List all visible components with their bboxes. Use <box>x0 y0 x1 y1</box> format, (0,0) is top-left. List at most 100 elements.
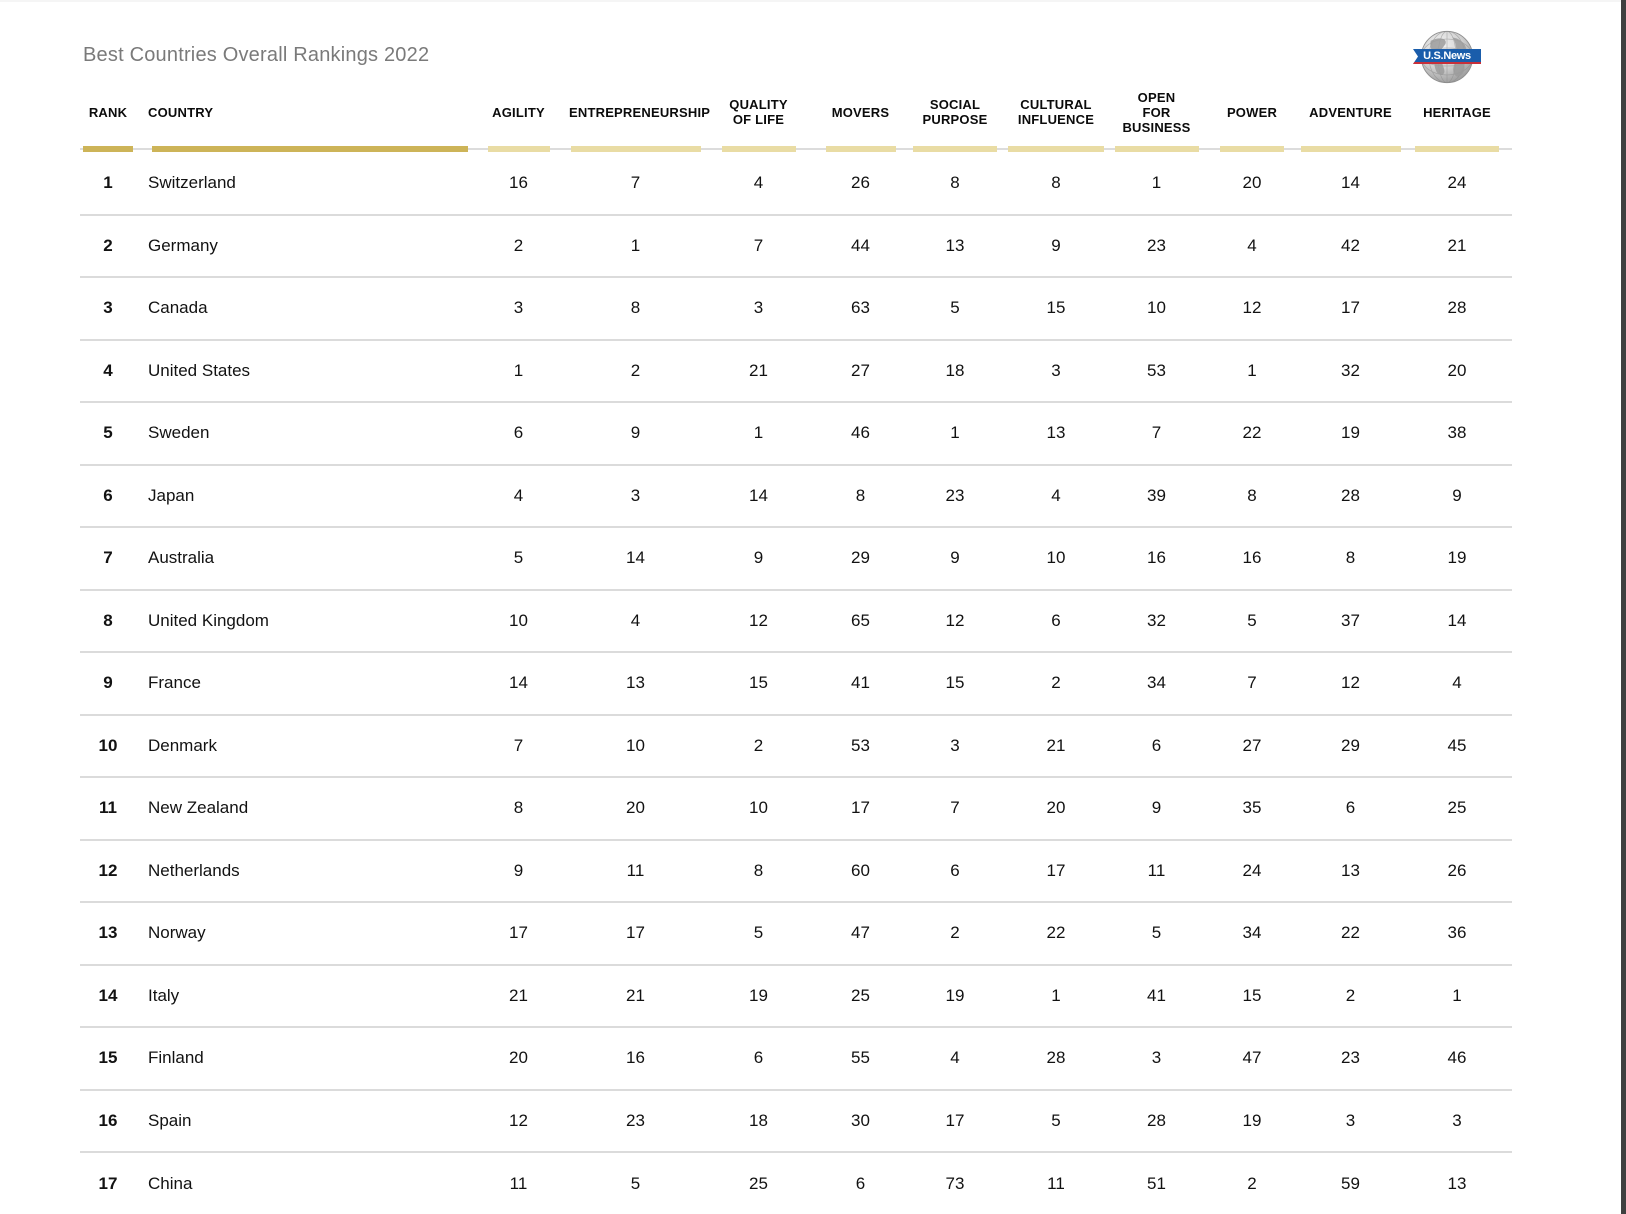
open-for-business-cell: 11 <box>1108 838 1205 902</box>
rank-cell: 1 <box>103 172 113 192</box>
column-header-cultural-influence[interactable]: CULTURAL INFLUENCE <box>1017 97 1095 127</box>
country-cell[interactable]: Sweden <box>136 401 468 465</box>
power-cell: 7 <box>1205 651 1299 715</box>
agility-cell: 8 <box>468 776 569 840</box>
agility-cell: 12 <box>468 1088 569 1152</box>
column-header-heritage[interactable]: HERITAGE <box>1423 104 1491 120</box>
column-header-social-purpose[interactable]: SOCIAL PURPOSE <box>922 97 988 127</box>
social-purpose-cell: 15 <box>906 651 1004 715</box>
column-header-movers[interactable]: MOVERS <box>831 104 890 120</box>
column-header-open-for-business[interactable]: OPEN FOR BUSINESS <box>1122 89 1191 135</box>
country-cell[interactable]: Canada <box>136 276 468 340</box>
open-for-business-cell: 39 <box>1108 463 1205 527</box>
country-cell[interactable]: Germany <box>136 213 468 277</box>
cultural-influence-cell: 22 <box>1004 901 1108 965</box>
quality-of-life-cell: 14 <box>702 463 815 527</box>
quality-of-life-cell: 9 <box>702 526 815 590</box>
adventure-cell: 14 <box>1341 172 1360 192</box>
agility-cell: 2 <box>468 213 569 277</box>
rank-cell: 17 <box>80 1151 136 1214</box>
agility-cell: 16 <box>509 172 528 192</box>
rank-cell: 10 <box>80 713 136 777</box>
movers-cell: 27 <box>815 338 906 402</box>
column-header-agility[interactable]: AGILITY <box>492 104 545 120</box>
column-header-country[interactable]: COUNTRY <box>148 104 214 120</box>
social-purpose-cell: 3 <box>906 713 1004 777</box>
social-purpose-cell: 2 <box>906 901 1004 965</box>
heritage-cell: 24 <box>1447 172 1467 192</box>
country-cell[interactable]: Japan <box>136 463 468 527</box>
adventure-cell: 22 <box>1299 901 1402 965</box>
header-row: RANK COUNTRY AGILITY ENTREPRENEURSHIP QU… <box>80 78 1512 146</box>
quality-of-life-cell: 21 <box>702 338 815 402</box>
rank-cell: 13 <box>80 901 136 965</box>
heritage-cell: 4 <box>1402 651 1512 715</box>
cultural-influence-cell: 28 <box>1004 1026 1108 1090</box>
column-underline-bar <box>1114 146 1199 152</box>
column-underline-bar <box>913 146 997 152</box>
entrepreneurship-cell: 2 <box>569 338 702 402</box>
power-cell: 35 <box>1205 776 1299 840</box>
quality-of-life-cell: 19 <box>702 963 815 1027</box>
social-purpose-cell: 17 <box>906 1088 1004 1152</box>
movers-cell: 8 <box>815 463 906 527</box>
heritage-cell: 9 <box>1402 463 1512 527</box>
country-cell[interactable]: Finland <box>136 1026 468 1090</box>
country-cell[interactable]: United States <box>136 338 468 402</box>
rank-cell: 16 <box>80 1088 136 1152</box>
power-cell: 12 <box>1205 276 1299 340</box>
rank-cell: 5 <box>80 401 136 465</box>
social-purpose-cell: 19 <box>906 963 1004 1027</box>
usnews-logo-banner: U.S.News <box>1413 49 1481 64</box>
column-underline-bar <box>487 146 550 152</box>
heritage-cell: 13 <box>1402 1151 1512 1214</box>
country-cell[interactable]: New Zealand <box>136 776 468 840</box>
heritage-cell: 45 <box>1402 713 1512 777</box>
movers-cell: 63 <box>815 276 906 340</box>
country-cell[interactable]: Netherlands <box>136 838 468 902</box>
window-edge-scrollbar[interactable] <box>1621 0 1626 1214</box>
heritage-cell: 3 <box>1402 1088 1512 1152</box>
country-cell[interactable]: Spain <box>136 1088 468 1152</box>
country-cell[interactable]: Norway <box>136 901 468 965</box>
rank-cell: 3 <box>80 276 136 340</box>
agility-cell: 1 <box>468 338 569 402</box>
column-underline-bar <box>721 146 796 152</box>
agility-cell: 17 <box>468 901 569 965</box>
table-header: RANK COUNTRY AGILITY ENTREPRENEURSHIP QU… <box>80 78 1512 152</box>
agility-cell: 21 <box>468 963 569 1027</box>
table-row: 2 Germany 2 1 7 44 13 9 23 4 42 21 <box>80 213 1512 277</box>
column-header-power[interactable]: POWER <box>1226 104 1278 120</box>
country-cell[interactable]: France <box>136 651 468 715</box>
column-underline-bar <box>1300 146 1401 152</box>
country-cell[interactable]: Italy <box>136 963 468 1027</box>
table-row: 1 Switzerland 16 7 4 26 8 8 1 20 14 24 <box>80 152 1512 215</box>
usnews-logo[interactable]: U.S.News <box>1413 30 1481 84</box>
column-header-rank[interactable]: RANK <box>88 104 128 120</box>
country-cell[interactable]: Australia <box>136 526 468 590</box>
quality-of-life-cell: 1 <box>702 401 815 465</box>
social-purpose-cell: 7 <box>906 776 1004 840</box>
country-cell[interactable]: United Kingdom <box>136 588 468 652</box>
column-underline-bar <box>1220 146 1284 152</box>
country-cell[interactable]: China <box>136 1151 468 1214</box>
country-cell[interactable]: Switzerland <box>148 172 236 192</box>
agility-cell: 10 <box>468 588 569 652</box>
open-for-business-cell: 5 <box>1108 901 1205 965</box>
social-purpose-cell: 12 <box>906 588 1004 652</box>
agility-cell: 7 <box>468 713 569 777</box>
agility-cell: 11 <box>468 1151 569 1214</box>
quality-of-life-cell: 25 <box>702 1151 815 1214</box>
country-cell[interactable]: Denmark <box>136 713 468 777</box>
heritage-cell: 46 <box>1402 1026 1512 1090</box>
column-header-entrepreneurship[interactable]: ENTREPRENEURSHIP <box>569 104 711 120</box>
table-row: 13 Norway 17 17 5 47 2 22 5 34 22 36 <box>80 901 1512 965</box>
cultural-influence-cell: 1 <box>1004 963 1108 1027</box>
agility-cell: 14 <box>468 651 569 715</box>
power-cell: 22 <box>1205 401 1299 465</box>
column-header-adventure[interactable]: ADVENTURE <box>1309 104 1392 120</box>
column-underline-bar <box>1415 146 1499 152</box>
power-cell: 16 <box>1205 526 1299 590</box>
column-header-quality-of-life[interactable]: QUALITY OF LIFE <box>729 97 788 127</box>
